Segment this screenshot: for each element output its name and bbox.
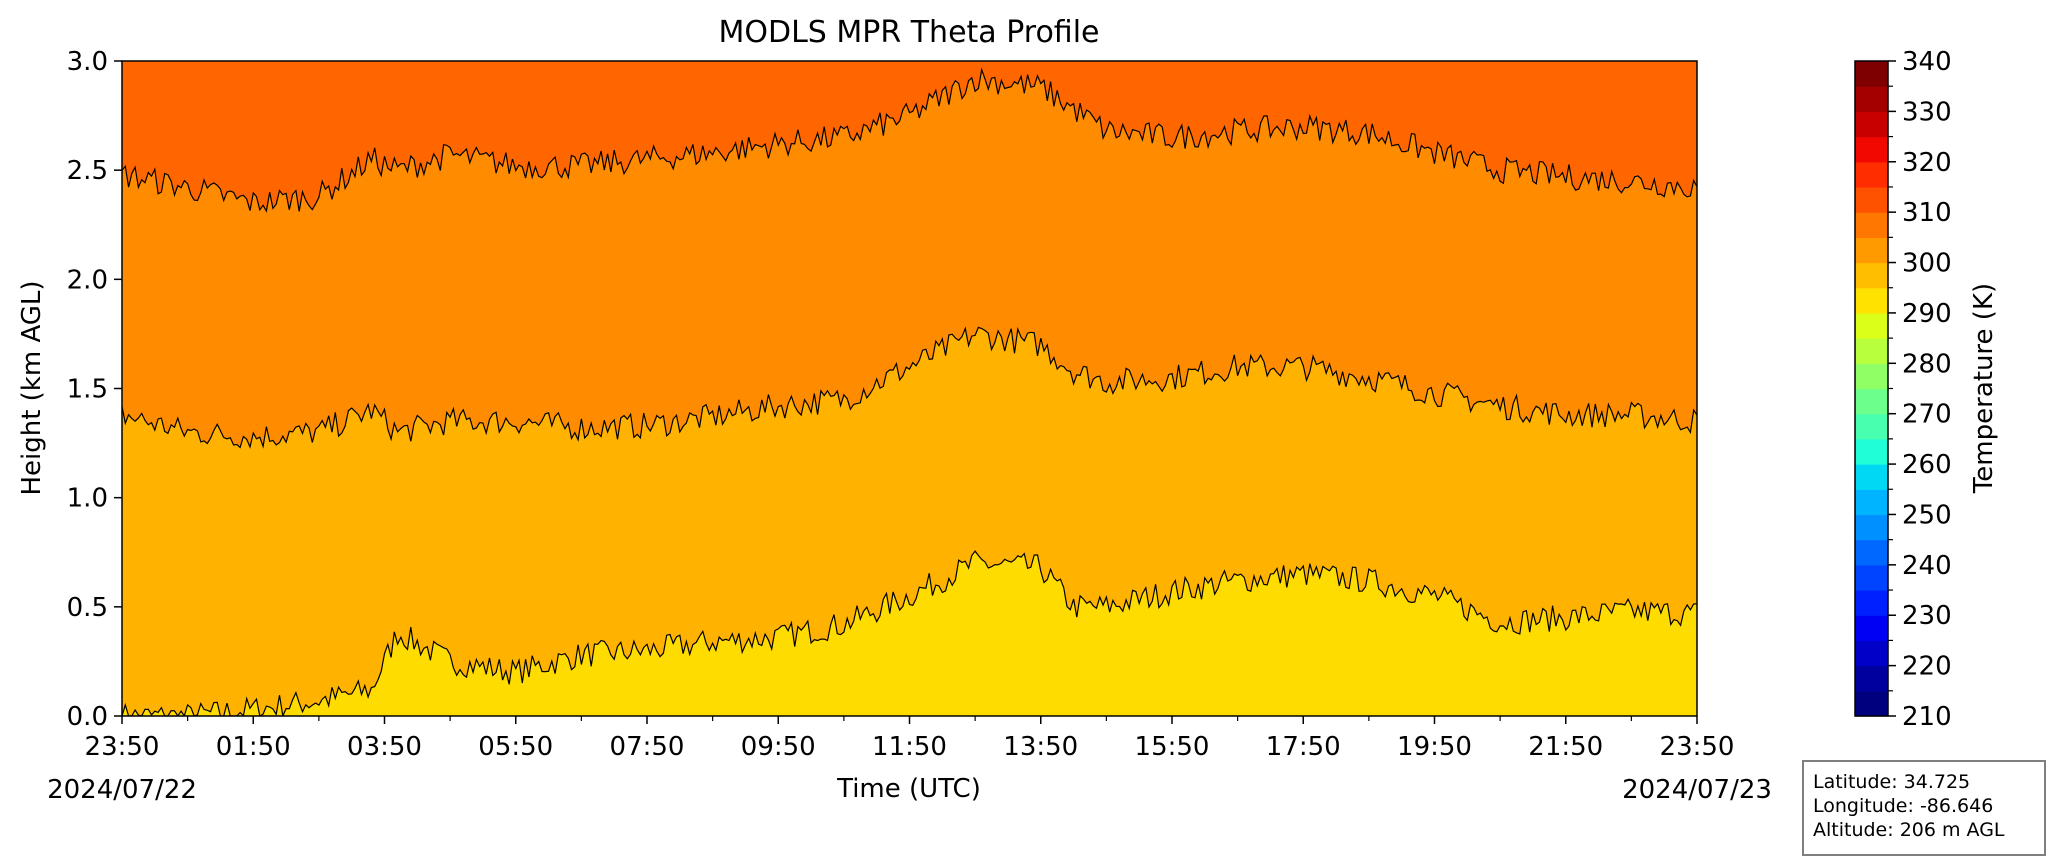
colorbar-segment xyxy=(1855,111,1888,138)
x-tick-label: 09:50 xyxy=(741,732,816,762)
colorbar-segment xyxy=(1855,564,1888,591)
colorbar-tick-label: 210 xyxy=(1902,702,1952,732)
x-tick-label: 15:50 xyxy=(1135,732,1210,762)
colorbar-segment xyxy=(1855,615,1888,642)
x-tick-label: 19:50 xyxy=(1397,732,1472,762)
colorbar-tick-label: 240 xyxy=(1902,551,1952,581)
colorbar: 210 220 230 240 250 260 270 280 290 300 310 320 330 3… xyxy=(1854,47,1952,732)
colorbar-segment xyxy=(1855,237,1888,264)
colorbar-segment xyxy=(1855,690,1888,717)
colorbar-tick-label: 340 xyxy=(1902,47,1952,77)
x-tick-label: 01:50 xyxy=(216,732,291,762)
y-tick-label: 1.5 xyxy=(67,375,108,405)
colorbar-tick-label: 230 xyxy=(1902,601,1952,631)
x-tick-label: 05:50 xyxy=(478,732,553,762)
colorbar-label: Temperature (K) xyxy=(1969,283,1999,494)
colorbar-segment xyxy=(1855,665,1888,692)
colorbar-segment xyxy=(1855,338,1888,364)
colorbar-segment xyxy=(1855,489,1888,516)
colorbar-tick-label: 310 xyxy=(1902,198,1952,228)
colorbar-segment xyxy=(1855,590,1888,616)
colorbar-segment xyxy=(1855,388,1888,415)
latitude-text: Latitude: 34.725 xyxy=(1813,771,1971,793)
colorbar-segment xyxy=(1855,161,1888,188)
x-tick-label: 21:50 xyxy=(1528,732,1603,762)
colorbar-tick-label: 250 xyxy=(1902,500,1952,530)
colorbar-tick-label: 290 xyxy=(1902,299,1952,329)
colorbar-segment xyxy=(1855,438,1888,465)
x-tick-label: 17:50 xyxy=(1266,732,1341,762)
x-tick-label: 23:50 xyxy=(85,732,160,762)
y-tick-label: 1.0 xyxy=(67,484,108,514)
colorbar-tick-label: 330 xyxy=(1902,97,1952,127)
colorbar-tick-label: 320 xyxy=(1902,148,1952,178)
colorbar-segment xyxy=(1855,262,1888,289)
colorbar-segment xyxy=(1855,539,1888,566)
colorbar-tick-label: 270 xyxy=(1902,400,1952,430)
end-date-label: 2024/07/23 xyxy=(1622,775,1772,805)
colorbar-segment xyxy=(1855,287,1888,314)
y-tick-label: 2.0 xyxy=(67,265,108,295)
y-tick-label: 0.5 xyxy=(67,593,108,623)
y-axis-label: Height (km AGL) xyxy=(17,280,47,495)
y-axis: 0.0 0.5 1.0 1.5 2.0 2.5 3.0 xyxy=(67,47,122,732)
colorbar-segment xyxy=(1855,413,1888,440)
plot-area xyxy=(122,61,1697,716)
altitude-text: Altitude: 206 m AGL xyxy=(1813,819,2005,841)
colorbar-segment xyxy=(1855,86,1888,112)
colorbar-segment xyxy=(1855,212,1888,238)
colorbar-segment xyxy=(1855,514,1888,541)
x-tick-label: 07:50 xyxy=(610,732,685,762)
contour-305K xyxy=(122,550,1697,716)
chart-title: MODLS MPR Theta Profile xyxy=(718,15,1099,50)
colorbar-tick-label: 280 xyxy=(1902,349,1952,379)
x-tick-label: 11:50 xyxy=(872,732,947,762)
start-date-label: 2024/07/22 xyxy=(47,775,197,805)
longitude-text: Longitude: -86.646 xyxy=(1813,795,1994,817)
colorbar-segment xyxy=(1855,312,1888,339)
y-tick-label: 3.0 xyxy=(67,47,108,77)
contour-315K xyxy=(122,67,1697,213)
colorbar-tick-label: 300 xyxy=(1902,249,1952,279)
colorbar-segment xyxy=(1855,464,1888,490)
x-tick-label: 03:50 xyxy=(347,732,422,762)
y-tick-label: 2.5 xyxy=(67,156,108,186)
colorbar-tick-label: 220 xyxy=(1902,652,1952,682)
colorbar-segment xyxy=(1855,363,1888,390)
x-axis: 23:50 01:50 03:50 05:50 07:50 09:50 11:50 13:50… xyxy=(85,716,1735,762)
x-tick-label: 23:50 xyxy=(1660,732,1735,762)
colorbar-segment xyxy=(1855,640,1888,667)
colorbar-segment xyxy=(1855,136,1888,163)
x-axis-label: Time (UTC) xyxy=(836,774,981,804)
colorbar-segment xyxy=(1855,61,1888,87)
location-info-box: Latitude: 34.725 Longitude: -86.646 Alti… xyxy=(1802,760,2046,856)
y-tick-label: 0.0 xyxy=(67,702,108,732)
colorbar-segment xyxy=(1855,186,1888,213)
x-tick-label: 13:50 xyxy=(1003,732,1078,762)
colorbar-tick-label: 260 xyxy=(1902,450,1952,480)
band-315-320 xyxy=(122,61,1697,212)
contour-310K xyxy=(122,326,1697,449)
